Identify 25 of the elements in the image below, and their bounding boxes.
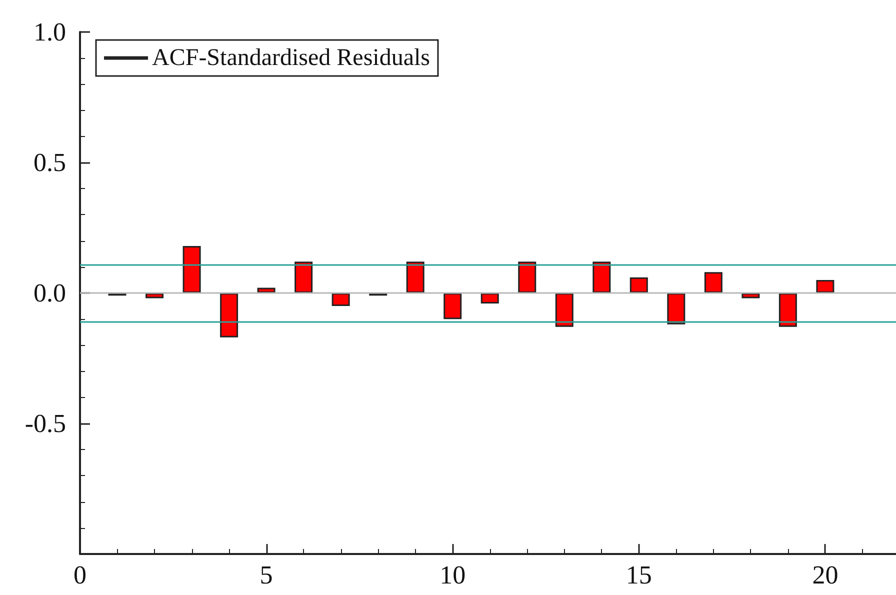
bar bbox=[816, 280, 834, 293]
bar bbox=[592, 262, 611, 293]
y-tick-label: -0.5 bbox=[24, 409, 66, 438]
x-tick-label: 20 bbox=[812, 560, 838, 590]
bar bbox=[704, 272, 722, 293]
bar bbox=[444, 293, 462, 320]
bar bbox=[294, 262, 313, 293]
bar bbox=[480, 293, 499, 304]
bar bbox=[667, 293, 686, 324]
bar bbox=[406, 262, 424, 293]
x-tick-label: 10 bbox=[440, 560, 466, 590]
x-tick-label: 5 bbox=[260, 560, 273, 590]
bar bbox=[220, 293, 238, 338]
bar bbox=[555, 293, 574, 327]
bar bbox=[182, 246, 201, 293]
bar bbox=[778, 293, 797, 327]
bar bbox=[518, 262, 536, 293]
legend-label: ACF-Standardised Residuals bbox=[152, 45, 430, 71]
x-tick-label: 15 bbox=[626, 560, 652, 590]
y-tick-label: 1.0 bbox=[34, 18, 66, 46]
y-tick-label: 0.5 bbox=[34, 148, 66, 177]
x-tick-label: 0 bbox=[74, 560, 86, 590]
bar bbox=[630, 277, 648, 293]
bar bbox=[332, 293, 350, 306]
y-tick-label: 0.0 bbox=[34, 278, 66, 308]
